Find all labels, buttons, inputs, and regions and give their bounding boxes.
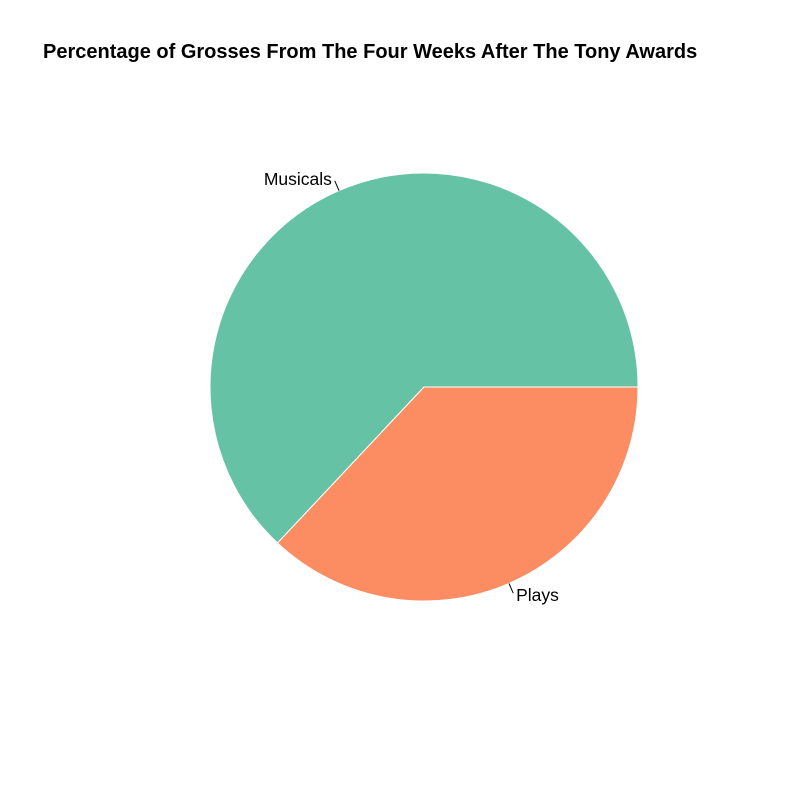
label-tick-plays xyxy=(508,583,514,594)
slice-label-plays: Plays xyxy=(516,585,559,605)
pie-slice-plays xyxy=(276,386,639,602)
pie-slices xyxy=(209,172,639,602)
chart-title: Percentage of Grosses From The Four Week… xyxy=(43,41,698,63)
slice-label-musicals: Musicals xyxy=(264,169,332,189)
pie-labels: Musicals Plays xyxy=(264,169,559,605)
label-tick-musicals xyxy=(334,180,340,191)
